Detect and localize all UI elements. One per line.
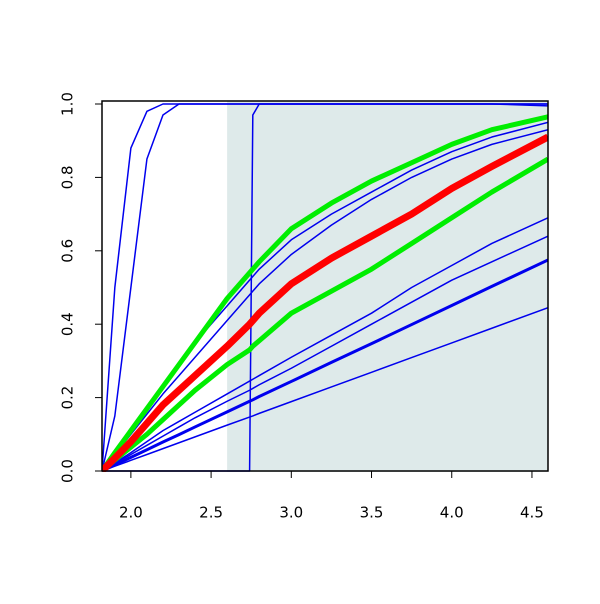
y-tick-label: 0.4 — [59, 312, 77, 336]
y-tick-label: 0.2 — [59, 386, 77, 410]
x-tick-label: 4.5 — [520, 504, 544, 522]
series-line — [102, 306, 548, 472]
x-tick-label: 2.5 — [199, 504, 223, 522]
series-line — [102, 133, 548, 472]
series-line — [102, 217, 548, 472]
shaded-region — [227, 101, 548, 472]
series-line — [102, 114, 548, 472]
axes: 2.0 2.5 3.0 3.5 4.0 4.5 0.0 0.2 0.4 0.6 0.8 1.0 — [59, 92, 549, 522]
y-tick-label: 1.0 — [59, 92, 77, 116]
series-line — [102, 156, 548, 472]
x-tick-label: 2.0 — [119, 504, 143, 522]
plot-frame — [101, 100, 549, 472]
series-line — [102, 128, 548, 472]
x-tick-label: 4.0 — [440, 504, 464, 522]
y-tick-label: 0.6 — [59, 239, 77, 263]
series-line — [102, 258, 548, 472]
y-tick-label: 0.8 — [59, 165, 77, 189]
y-tick-label: 0.0 — [59, 459, 77, 483]
x-tick-label: 3.0 — [279, 504, 303, 522]
plot-area — [102, 101, 548, 472]
x-tick-label: 3.5 — [360, 504, 384, 522]
series-line — [102, 235, 548, 472]
